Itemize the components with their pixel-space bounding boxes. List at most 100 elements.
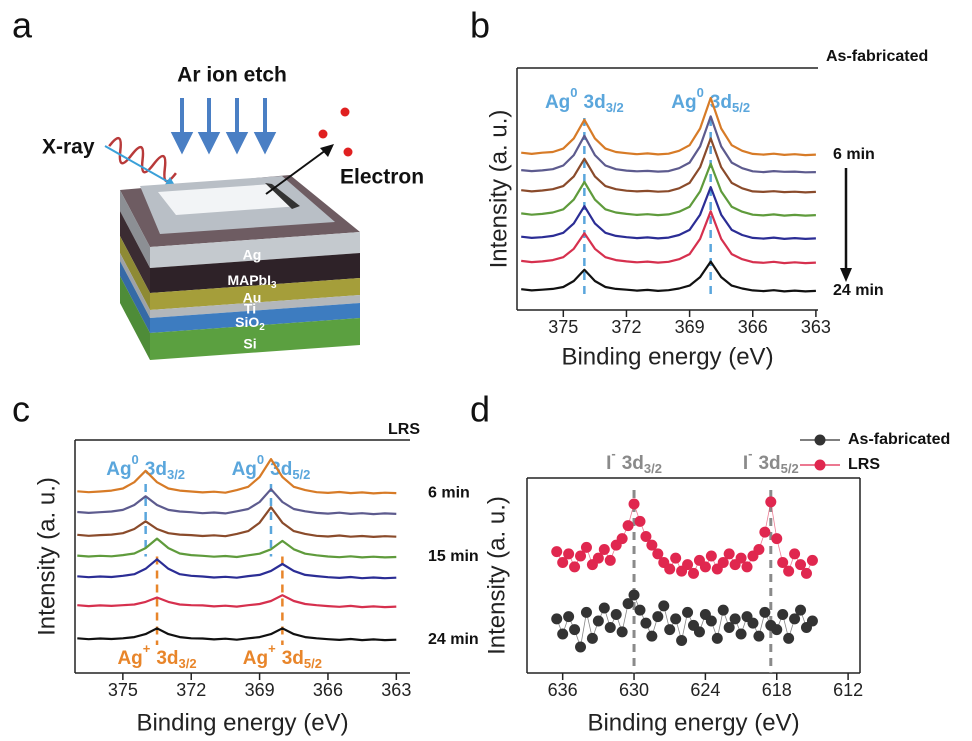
x-tick-label: 366 xyxy=(313,680,343,700)
scatter-point xyxy=(706,551,717,562)
scatter-point xyxy=(712,633,723,644)
layer-sub: 3 xyxy=(271,280,277,291)
x-tick-label: 375 xyxy=(108,680,138,700)
scatter-point xyxy=(676,635,687,646)
peak-label-text: 3d xyxy=(145,459,167,480)
electron-dot xyxy=(319,130,328,139)
peak-label-sup: + xyxy=(143,641,151,656)
series-label: 15 min xyxy=(428,548,479,565)
chart-panel: d636630624618612Binding energy (eV)Inten… xyxy=(470,389,950,737)
series-label: 6 min xyxy=(833,146,875,163)
panel-label: d xyxy=(470,389,490,430)
etch-label: Ar ion etch xyxy=(177,64,287,87)
scatter-point xyxy=(759,527,770,538)
peak-label-text: 3d xyxy=(584,92,606,113)
scatter-point xyxy=(777,609,788,620)
peak-label-sup: 0 xyxy=(132,452,139,467)
scatter-point xyxy=(658,600,669,611)
scatter-point xyxy=(652,611,663,622)
scatter-point xyxy=(765,496,776,507)
legend-marker xyxy=(815,435,826,446)
scatter-point xyxy=(611,609,622,620)
peak-label-sub: 5/2 xyxy=(292,467,310,482)
peak-label-sub: 3/2 xyxy=(179,656,197,671)
scatter-point xyxy=(640,618,651,629)
scatter-point xyxy=(706,616,717,627)
x-tick-label: 618 xyxy=(762,680,792,700)
peak-label-sub: 5/2 xyxy=(304,656,322,671)
series-label: 24 min xyxy=(833,282,884,299)
peak-label-main: Ag xyxy=(545,92,570,113)
scatter-point xyxy=(742,561,753,572)
y-axis-label: Intensity (a. u.) xyxy=(483,496,510,655)
scatter-point xyxy=(670,613,681,624)
spectrum-line xyxy=(521,116,816,172)
scatter-point xyxy=(753,544,764,555)
peak-label-sub: 5/2 xyxy=(732,100,750,115)
x-axis-label: Binding energy (eV) xyxy=(587,709,799,736)
spectrum-line xyxy=(77,628,396,640)
x-axis-label: Binding energy (eV) xyxy=(136,709,348,736)
scatter-point xyxy=(801,568,812,579)
x-tick-label: 363 xyxy=(381,680,411,700)
xray-beam xyxy=(105,146,172,184)
x-tick-label: 636 xyxy=(548,680,578,700)
scatter-point xyxy=(694,626,705,637)
scatter-point xyxy=(629,499,640,510)
scatter-point xyxy=(629,590,640,601)
scatter-point xyxy=(646,631,657,642)
peak-label-sub: 3/2 xyxy=(167,467,185,482)
scatter-point xyxy=(605,622,616,633)
scatter-point xyxy=(605,555,616,566)
peak-label-main: Ag xyxy=(232,459,257,480)
spectrum-line xyxy=(77,559,396,578)
scatter-point xyxy=(563,611,574,622)
y-axis-label: Intensity (a. u.) xyxy=(485,110,512,269)
scatter-point xyxy=(700,561,711,572)
peak-label-text: 3d xyxy=(156,648,178,669)
legend-label: As-fabricated xyxy=(848,431,950,448)
electron-label: Electron xyxy=(340,166,424,189)
scatter-point xyxy=(634,605,645,616)
peak-label-sup: - xyxy=(611,446,615,461)
x-tick-label: 366 xyxy=(738,317,768,337)
series-label: 24 min xyxy=(428,631,479,648)
peak-label-main: Ag xyxy=(243,648,268,669)
scatter-point xyxy=(807,555,818,566)
scatter-point xyxy=(783,633,794,644)
peak-label-sub: 3/2 xyxy=(644,461,662,476)
peak-label-main: Ag xyxy=(671,92,696,113)
scatter-point xyxy=(599,544,610,555)
scatter-point xyxy=(753,631,764,642)
peak-label-sup: 0 xyxy=(570,85,577,100)
etch-arrows xyxy=(174,98,273,150)
scatter-point xyxy=(623,520,634,531)
peak-label-sup: 0 xyxy=(257,452,264,467)
scatter-point xyxy=(551,613,562,624)
scatter-point xyxy=(807,616,818,627)
scatter-point xyxy=(670,553,681,564)
peak-label: Ag+3d5/2 xyxy=(243,641,322,671)
note: LRS xyxy=(388,421,420,438)
scatter-point xyxy=(563,548,574,559)
x-tick-label: 372 xyxy=(176,680,206,700)
layer-sub: 2 xyxy=(259,322,265,333)
series-label: 6 min xyxy=(428,484,470,501)
electron-dot xyxy=(341,108,350,117)
scatter-point xyxy=(617,533,628,544)
xray-wave xyxy=(105,136,180,183)
scatter-point xyxy=(664,624,675,635)
x-tick-label: 372 xyxy=(611,317,641,337)
peak-label-text: 3d xyxy=(758,453,780,474)
scatter-point xyxy=(724,548,735,559)
chart-panel: c375372369366363Binding energy (eV)Inten… xyxy=(12,389,479,737)
peak-label: Ag+3d3/2 xyxy=(117,641,196,671)
peak-label-sup: 0 xyxy=(697,85,704,100)
scatter-point xyxy=(736,629,747,640)
peak-label-sub: 5/2 xyxy=(781,461,799,476)
legend-label: LRS xyxy=(848,456,880,473)
peak-label: Ag03d3/2 xyxy=(545,85,624,115)
scatter-point xyxy=(551,546,562,557)
